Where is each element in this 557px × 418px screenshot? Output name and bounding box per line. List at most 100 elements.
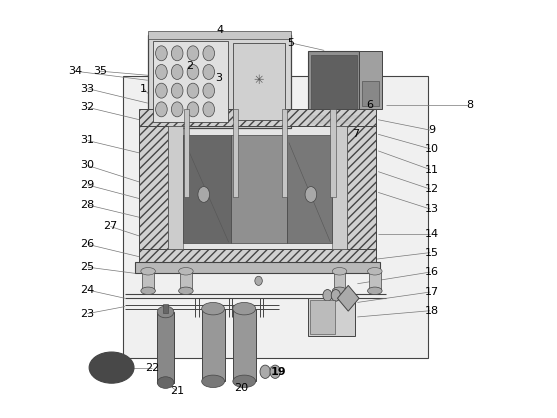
Bar — [139, 126, 168, 252]
Ellipse shape — [179, 287, 193, 295]
Text: 33: 33 — [81, 84, 95, 94]
Text: 19: 19 — [271, 367, 286, 377]
Ellipse shape — [157, 306, 174, 318]
Text: 27: 27 — [103, 222, 118, 232]
Ellipse shape — [89, 352, 134, 383]
Text: 11: 11 — [425, 165, 439, 175]
Bar — [359, 51, 382, 110]
Ellipse shape — [333, 268, 347, 275]
Ellipse shape — [155, 46, 167, 61]
Text: 13: 13 — [425, 204, 439, 214]
Text: 1: 1 — [140, 84, 147, 94]
Bar — [307, 51, 359, 112]
Text: 16: 16 — [425, 267, 439, 277]
Ellipse shape — [202, 375, 224, 387]
Bar — [310, 301, 335, 334]
Bar — [311, 54, 356, 109]
Bar — [180, 272, 192, 289]
Text: 4: 4 — [217, 25, 224, 36]
Bar — [135, 262, 380, 273]
Ellipse shape — [203, 102, 214, 117]
Bar — [157, 312, 174, 382]
Bar — [333, 126, 347, 249]
Text: 26: 26 — [80, 239, 95, 249]
Ellipse shape — [179, 268, 193, 275]
Bar — [163, 303, 168, 313]
Ellipse shape — [141, 268, 155, 275]
Ellipse shape — [157, 377, 174, 388]
Bar — [369, 272, 380, 289]
Bar — [168, 126, 183, 249]
Bar — [347, 126, 376, 252]
Ellipse shape — [187, 83, 199, 98]
Ellipse shape — [155, 102, 167, 117]
Text: 7: 7 — [352, 129, 359, 139]
Text: 23: 23 — [80, 308, 95, 319]
Text: 3: 3 — [215, 73, 222, 83]
Bar — [330, 110, 336, 196]
Text: 31: 31 — [81, 135, 95, 145]
Ellipse shape — [172, 83, 183, 98]
Bar — [307, 113, 366, 126]
Bar — [139, 249, 376, 265]
Ellipse shape — [323, 290, 332, 301]
Ellipse shape — [155, 64, 167, 79]
Bar — [142, 272, 154, 289]
Ellipse shape — [203, 64, 214, 79]
Ellipse shape — [270, 365, 280, 378]
Ellipse shape — [187, 46, 199, 61]
Ellipse shape — [368, 287, 382, 295]
Ellipse shape — [198, 186, 209, 202]
Bar — [233, 110, 238, 196]
Ellipse shape — [187, 102, 199, 117]
Ellipse shape — [331, 290, 340, 301]
Ellipse shape — [172, 102, 183, 117]
Text: 14: 14 — [425, 229, 439, 239]
Text: 29: 29 — [80, 180, 95, 190]
Text: 10: 10 — [425, 144, 439, 154]
Text: 12: 12 — [425, 184, 439, 194]
Bar — [153, 41, 228, 122]
Ellipse shape — [141, 287, 155, 295]
Ellipse shape — [203, 83, 214, 98]
Bar — [183, 135, 231, 243]
Text: 18: 18 — [425, 306, 439, 316]
Bar — [233, 43, 285, 120]
Ellipse shape — [233, 303, 256, 315]
Text: 21: 21 — [170, 386, 184, 396]
Text: 24: 24 — [80, 285, 95, 295]
Ellipse shape — [155, 83, 167, 98]
Text: 30: 30 — [81, 161, 95, 171]
Ellipse shape — [233, 375, 256, 387]
Text: 28: 28 — [80, 200, 95, 210]
Polygon shape — [338, 285, 359, 311]
Text: 2: 2 — [185, 61, 193, 71]
Bar — [361, 81, 379, 106]
Text: 20: 20 — [234, 383, 248, 393]
Text: ✳: ✳ — [254, 74, 264, 87]
Text: 25: 25 — [80, 262, 95, 272]
Text: 34: 34 — [68, 66, 82, 76]
Bar — [148, 35, 291, 128]
Ellipse shape — [172, 46, 183, 61]
Ellipse shape — [203, 46, 214, 61]
Ellipse shape — [187, 64, 199, 79]
Bar — [139, 110, 376, 126]
Text: 22: 22 — [145, 362, 159, 372]
Ellipse shape — [333, 287, 347, 295]
Bar — [168, 126, 347, 249]
Bar — [123, 76, 428, 359]
Text: 17: 17 — [425, 287, 439, 297]
Bar — [307, 298, 355, 336]
Text: 15: 15 — [425, 247, 439, 257]
Bar — [184, 110, 189, 196]
Text: 32: 32 — [80, 102, 95, 112]
Bar — [148, 31, 291, 39]
Ellipse shape — [260, 365, 270, 378]
Text: 5: 5 — [287, 38, 295, 48]
Bar — [334, 272, 345, 289]
Text: 35: 35 — [93, 66, 107, 76]
Bar — [287, 135, 333, 243]
Ellipse shape — [202, 303, 224, 315]
Ellipse shape — [255, 276, 262, 285]
